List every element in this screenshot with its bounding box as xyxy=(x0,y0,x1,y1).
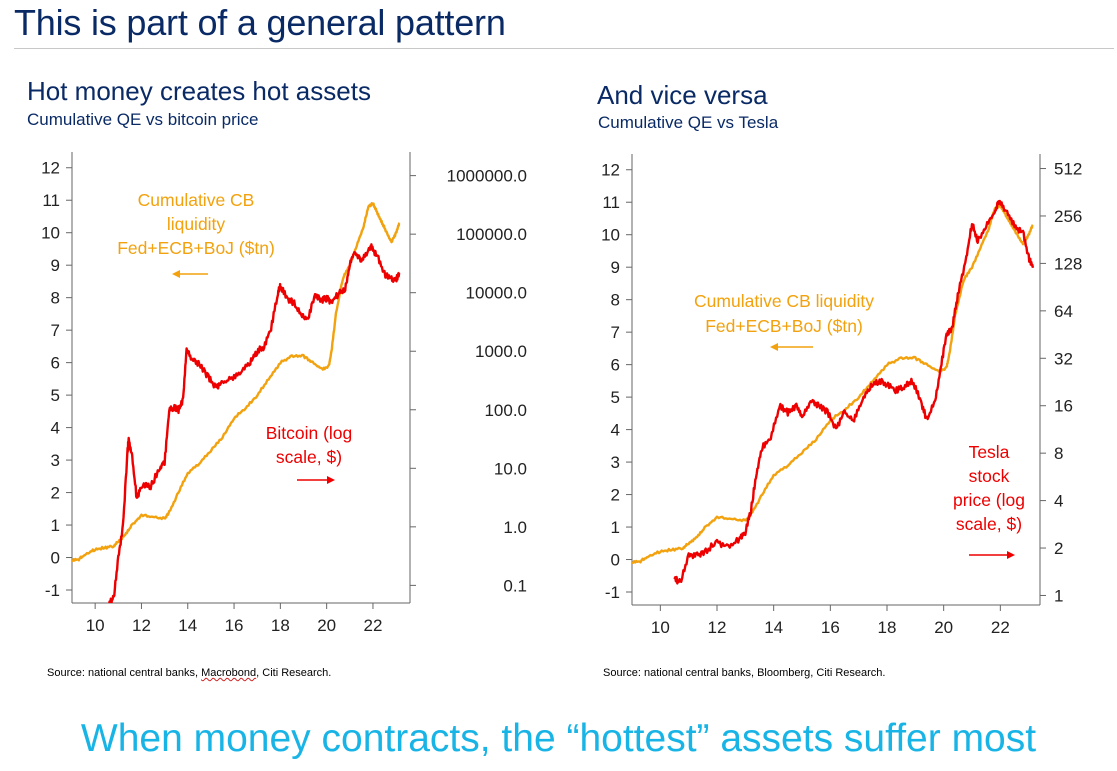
right-tick-label: 128 xyxy=(1054,254,1082,273)
left-tick-label: 11 xyxy=(42,191,60,210)
asset-annotation-line: stock xyxy=(969,466,1010,486)
asset-annotation-line: Tesla xyxy=(969,442,1010,462)
asset-annotation-line: scale, $) xyxy=(956,514,1022,534)
left-tick-label: 9 xyxy=(611,258,620,277)
source-note-tesla: Source: national central banks, Bloomber… xyxy=(603,667,886,679)
left-tick-label: 8 xyxy=(611,291,620,310)
left-tick-label: 6 xyxy=(51,354,60,373)
x-tick-label: 12 xyxy=(708,618,727,637)
left-tick-label: 1 xyxy=(51,516,60,535)
asset-annotation-line: scale, $) xyxy=(276,447,342,467)
x-tick-label: 10 xyxy=(86,616,105,635)
x-tick-label: 20 xyxy=(317,616,336,635)
liquidity-annotation-line: Cumulative CB liquidity xyxy=(694,291,874,311)
x-tick-label: 22 xyxy=(991,618,1010,637)
source-note-bitcoin: Source: national central banks, Macrobon… xyxy=(47,667,332,679)
left-tick-label: 0 xyxy=(51,549,60,568)
x-tick-label: 16 xyxy=(225,616,244,635)
right-tick-label: 4 xyxy=(1054,492,1063,511)
right-tick-label: 256 xyxy=(1054,207,1082,226)
right-tick-label: 8 xyxy=(1054,444,1063,463)
x-tick-label: 10 xyxy=(651,618,670,637)
right-tick-label: 100.0 xyxy=(484,401,527,420)
left-tick-label: 11 xyxy=(602,193,620,212)
liquidity-annotation-line: liquidity xyxy=(167,214,226,234)
left-tick-label: 4 xyxy=(611,421,620,440)
left-tick-label: 9 xyxy=(51,256,60,275)
left-tick-label: 3 xyxy=(51,451,60,470)
asset-annotation-line: Bitcoin (log xyxy=(266,423,353,443)
right-tick-label: 1 xyxy=(1054,586,1063,605)
asset-price-line xyxy=(673,199,1035,585)
cb-liquidity-line xyxy=(72,202,401,562)
left-tick-label: -1 xyxy=(45,581,60,600)
x-tick-label: 14 xyxy=(764,618,783,637)
left-tick-label: 2 xyxy=(611,486,620,505)
x-tick-label: 18 xyxy=(271,616,290,635)
liquidity-annotation-line: Fed+ECB+BoJ ($tn) xyxy=(705,316,863,336)
liquidity-arrow-head xyxy=(172,270,180,278)
series-group xyxy=(72,202,401,603)
x-tick-label: 12 xyxy=(132,616,151,635)
x-tick-label: 22 xyxy=(363,616,382,635)
left-tick-label: 7 xyxy=(51,321,60,340)
left-tick-label: 3 xyxy=(611,453,620,472)
left-tick-label: 12 xyxy=(601,161,620,180)
bottom-message: When money contracts, the “hottest” asse… xyxy=(80,717,1037,760)
liquidity-annotation-line: Fed+ECB+BoJ ($tn) xyxy=(117,238,275,258)
chart-subtitle-tesla: Cumulative QE vs Tesla xyxy=(598,113,779,132)
title-divider xyxy=(14,48,1114,49)
asset-annotation-line: price (log xyxy=(953,490,1025,510)
left-tick-label: -1 xyxy=(605,583,620,602)
chart-title-tesla: And vice versa xyxy=(597,80,768,110)
liquidity-arrow-head xyxy=(770,343,778,351)
left-tick-label: 7 xyxy=(611,323,620,342)
left-tick-label: 8 xyxy=(51,289,60,308)
left-tick-label: 4 xyxy=(51,419,60,438)
slide-title: This is part of a general pattern xyxy=(14,2,506,43)
right-tick-label: 10.0 xyxy=(494,459,527,478)
right-tick-label: 16 xyxy=(1054,397,1073,416)
left-tick-label: 12 xyxy=(41,159,60,178)
left-tick-label: 0 xyxy=(611,551,620,570)
asset-price-line xyxy=(108,243,401,603)
x-tick-label: 16 xyxy=(821,618,840,637)
chart-subtitle-bitcoin: Cumulative QE vs bitcoin price xyxy=(27,110,259,129)
right-tick-label: 1000.0 xyxy=(475,342,527,361)
left-tick-label: 6 xyxy=(611,356,620,375)
right-tick-label: 0.1 xyxy=(503,576,527,595)
x-tick-label: 14 xyxy=(178,616,197,635)
chart-title-bitcoin: Hot money creates hot assets xyxy=(27,76,371,106)
left-tick-label: 5 xyxy=(51,386,60,405)
liquidity-annotation-line: Cumulative CB xyxy=(138,190,255,210)
right-tick-label: 64 xyxy=(1054,302,1073,321)
x-tick-label: 18 xyxy=(878,618,897,637)
right-tick-label: 1.0 xyxy=(503,518,527,537)
left-tick-label: 5 xyxy=(611,388,620,407)
bitcoin-chart: 1211109876543210-11000000.0100000.010000… xyxy=(41,152,527,635)
left-tick-label: 2 xyxy=(51,484,60,503)
left-tick-label: 10 xyxy=(601,226,620,245)
series-group xyxy=(632,199,1035,585)
x-tick-label: 20 xyxy=(934,618,953,637)
right-tick-label: 32 xyxy=(1054,349,1073,368)
right-tick-label: 512 xyxy=(1054,160,1082,179)
right-tick-label: 100000.0 xyxy=(456,225,527,244)
left-tick-label: 1 xyxy=(611,518,620,537)
right-tick-label: 2 xyxy=(1054,539,1063,558)
right-tick-label: 1000000.0 xyxy=(447,167,527,186)
left-tick-label: 10 xyxy=(41,224,60,243)
asset-arrow-head xyxy=(327,476,335,484)
asset-arrow-head xyxy=(1007,551,1015,559)
right-tick-label: 10000.0 xyxy=(466,284,527,303)
